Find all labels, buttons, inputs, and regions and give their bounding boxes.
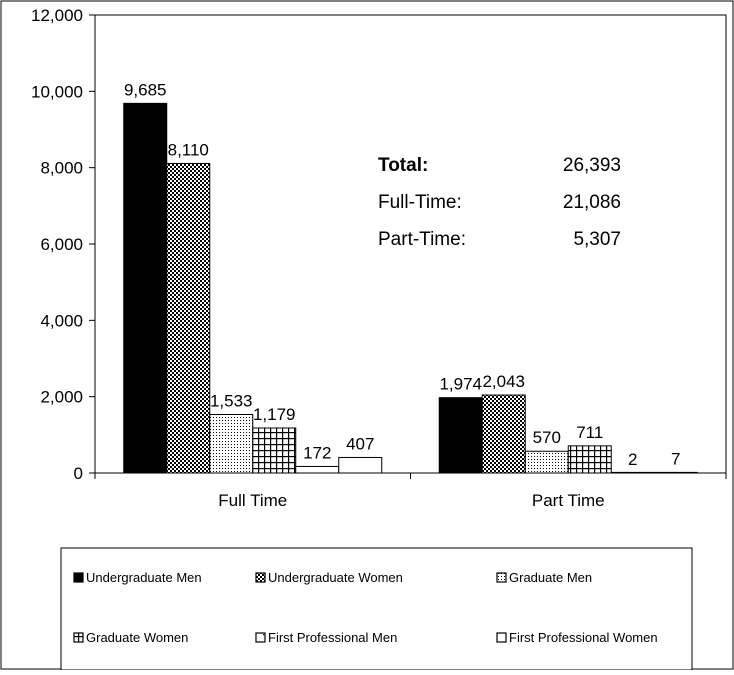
annotation-value: 5,307: [573, 229, 621, 250]
bar-value-label: 1,179: [253, 405, 296, 424]
bar: [123, 102, 168, 474]
legend-label: Undergraduate Men: [86, 570, 202, 585]
legend-label: First Professional Men: [268, 630, 397, 645]
legend-swatch: [255, 572, 266, 583]
legend-label: Graduate Women: [86, 630, 188, 645]
bar: [295, 465, 340, 474]
bar: [338, 456, 383, 474]
bar-value-label: 407: [346, 434, 374, 453]
annotation-label: Part-Time:: [378, 229, 466, 250]
y-tick-label: 4,000: [40, 311, 83, 330]
legend-swatch: [496, 632, 507, 643]
legend-label: Undergraduate Women: [268, 570, 403, 585]
bar: [524, 450, 569, 474]
bar-value-label: 711: [576, 423, 603, 442]
y-tick-label: 0: [74, 464, 83, 483]
bar: [209, 413, 254, 474]
legend-swatch: [73, 632, 84, 643]
annotation-label: Total:: [378, 155, 428, 176]
bar-value-label: 2: [628, 450, 637, 469]
bar: [438, 397, 483, 474]
y-tick-label: 10,000: [31, 82, 83, 101]
legend-label: Graduate Men: [509, 570, 592, 585]
bar-value-label: 1,974: [439, 375, 482, 394]
bar-value-label: 172: [303, 443, 331, 462]
bar: [481, 394, 526, 474]
bar-value-label: 7: [671, 450, 680, 469]
legend-swatch: [255, 632, 266, 643]
annotation-value: 21,086: [563, 192, 621, 213]
bar-value-label: 570: [533, 428, 561, 447]
bar-value-label: 1,533: [210, 391, 253, 410]
legend-box: [60, 547, 693, 671]
y-tick-label: 12,000: [31, 6, 83, 25]
x-tick-label: Full Time: [218, 491, 287, 510]
bar: [567, 445, 612, 474]
legend-swatch: [496, 572, 507, 583]
bar-value-label: 9,685: [124, 80, 167, 99]
bar: [252, 427, 297, 474]
annotation-label: Full-Time:: [378, 192, 462, 213]
legend-label: First Professional Women: [509, 630, 658, 645]
bar: [166, 162, 211, 474]
bar: [653, 471, 698, 474]
bar-value-label: 8,110: [168, 140, 209, 159]
y-tick-label: 6,000: [40, 235, 83, 254]
bar: [610, 471, 655, 474]
bar-value-label: 2,043: [482, 372, 525, 391]
y-tick-label: 2,000: [40, 388, 83, 407]
y-tick-label: 8,000: [40, 159, 83, 178]
x-tick-label: Part Time: [532, 491, 605, 510]
annotation-value: 26,393: [563, 155, 621, 176]
legend-swatch: [73, 572, 84, 583]
